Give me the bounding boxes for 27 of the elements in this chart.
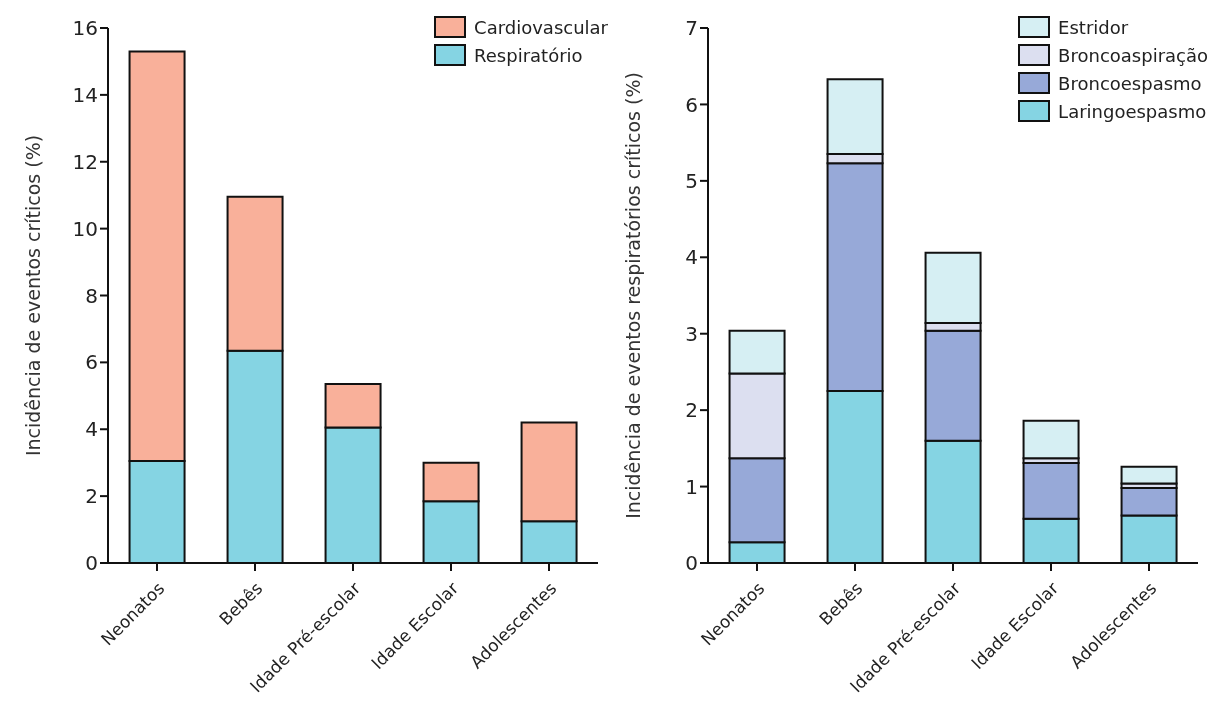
y-tick-label: 6 xyxy=(85,350,98,375)
y-tick-label: 10 xyxy=(72,216,98,241)
y-tick-label: 4 xyxy=(685,245,698,270)
y-axis-title: Incidência de eventos críticos (%) xyxy=(21,134,44,457)
legend-label: Broncoaspiração xyxy=(1058,44,1208,66)
legend-label: Respiratório xyxy=(474,44,583,66)
y-tick-label: 5 xyxy=(685,168,698,193)
y-tick-label: 6 xyxy=(685,92,698,117)
y-tick-label: 0 xyxy=(85,551,98,576)
y-tick-label: 4 xyxy=(85,417,98,442)
y-tick-label: 14 xyxy=(72,82,98,107)
y-tick-label: 16 xyxy=(72,16,98,41)
y-tick-label: 8 xyxy=(85,283,98,308)
y-tick-label: 2 xyxy=(85,484,98,509)
legend-label: Broncoespasmo xyxy=(1058,72,1202,94)
y-axis-title: Incidência de eventos respiratórios críticos (%) xyxy=(621,72,644,519)
y-tick-label: 2 xyxy=(685,398,698,423)
legend-label: Cardiovascular xyxy=(474,16,608,38)
y-tick-label: 0 xyxy=(685,551,698,576)
bar xyxy=(1120,465,1178,485)
y-tick-label: 12 xyxy=(72,149,98,174)
legend-label: Estridor xyxy=(1058,16,1129,38)
y-tick-label: 7 xyxy=(685,16,698,41)
legend-label: Laringoespasmo xyxy=(1058,100,1207,122)
y-tick-label: 1 xyxy=(685,474,698,499)
bar xyxy=(1022,419,1080,460)
y-tick-label: 3 xyxy=(685,321,698,346)
